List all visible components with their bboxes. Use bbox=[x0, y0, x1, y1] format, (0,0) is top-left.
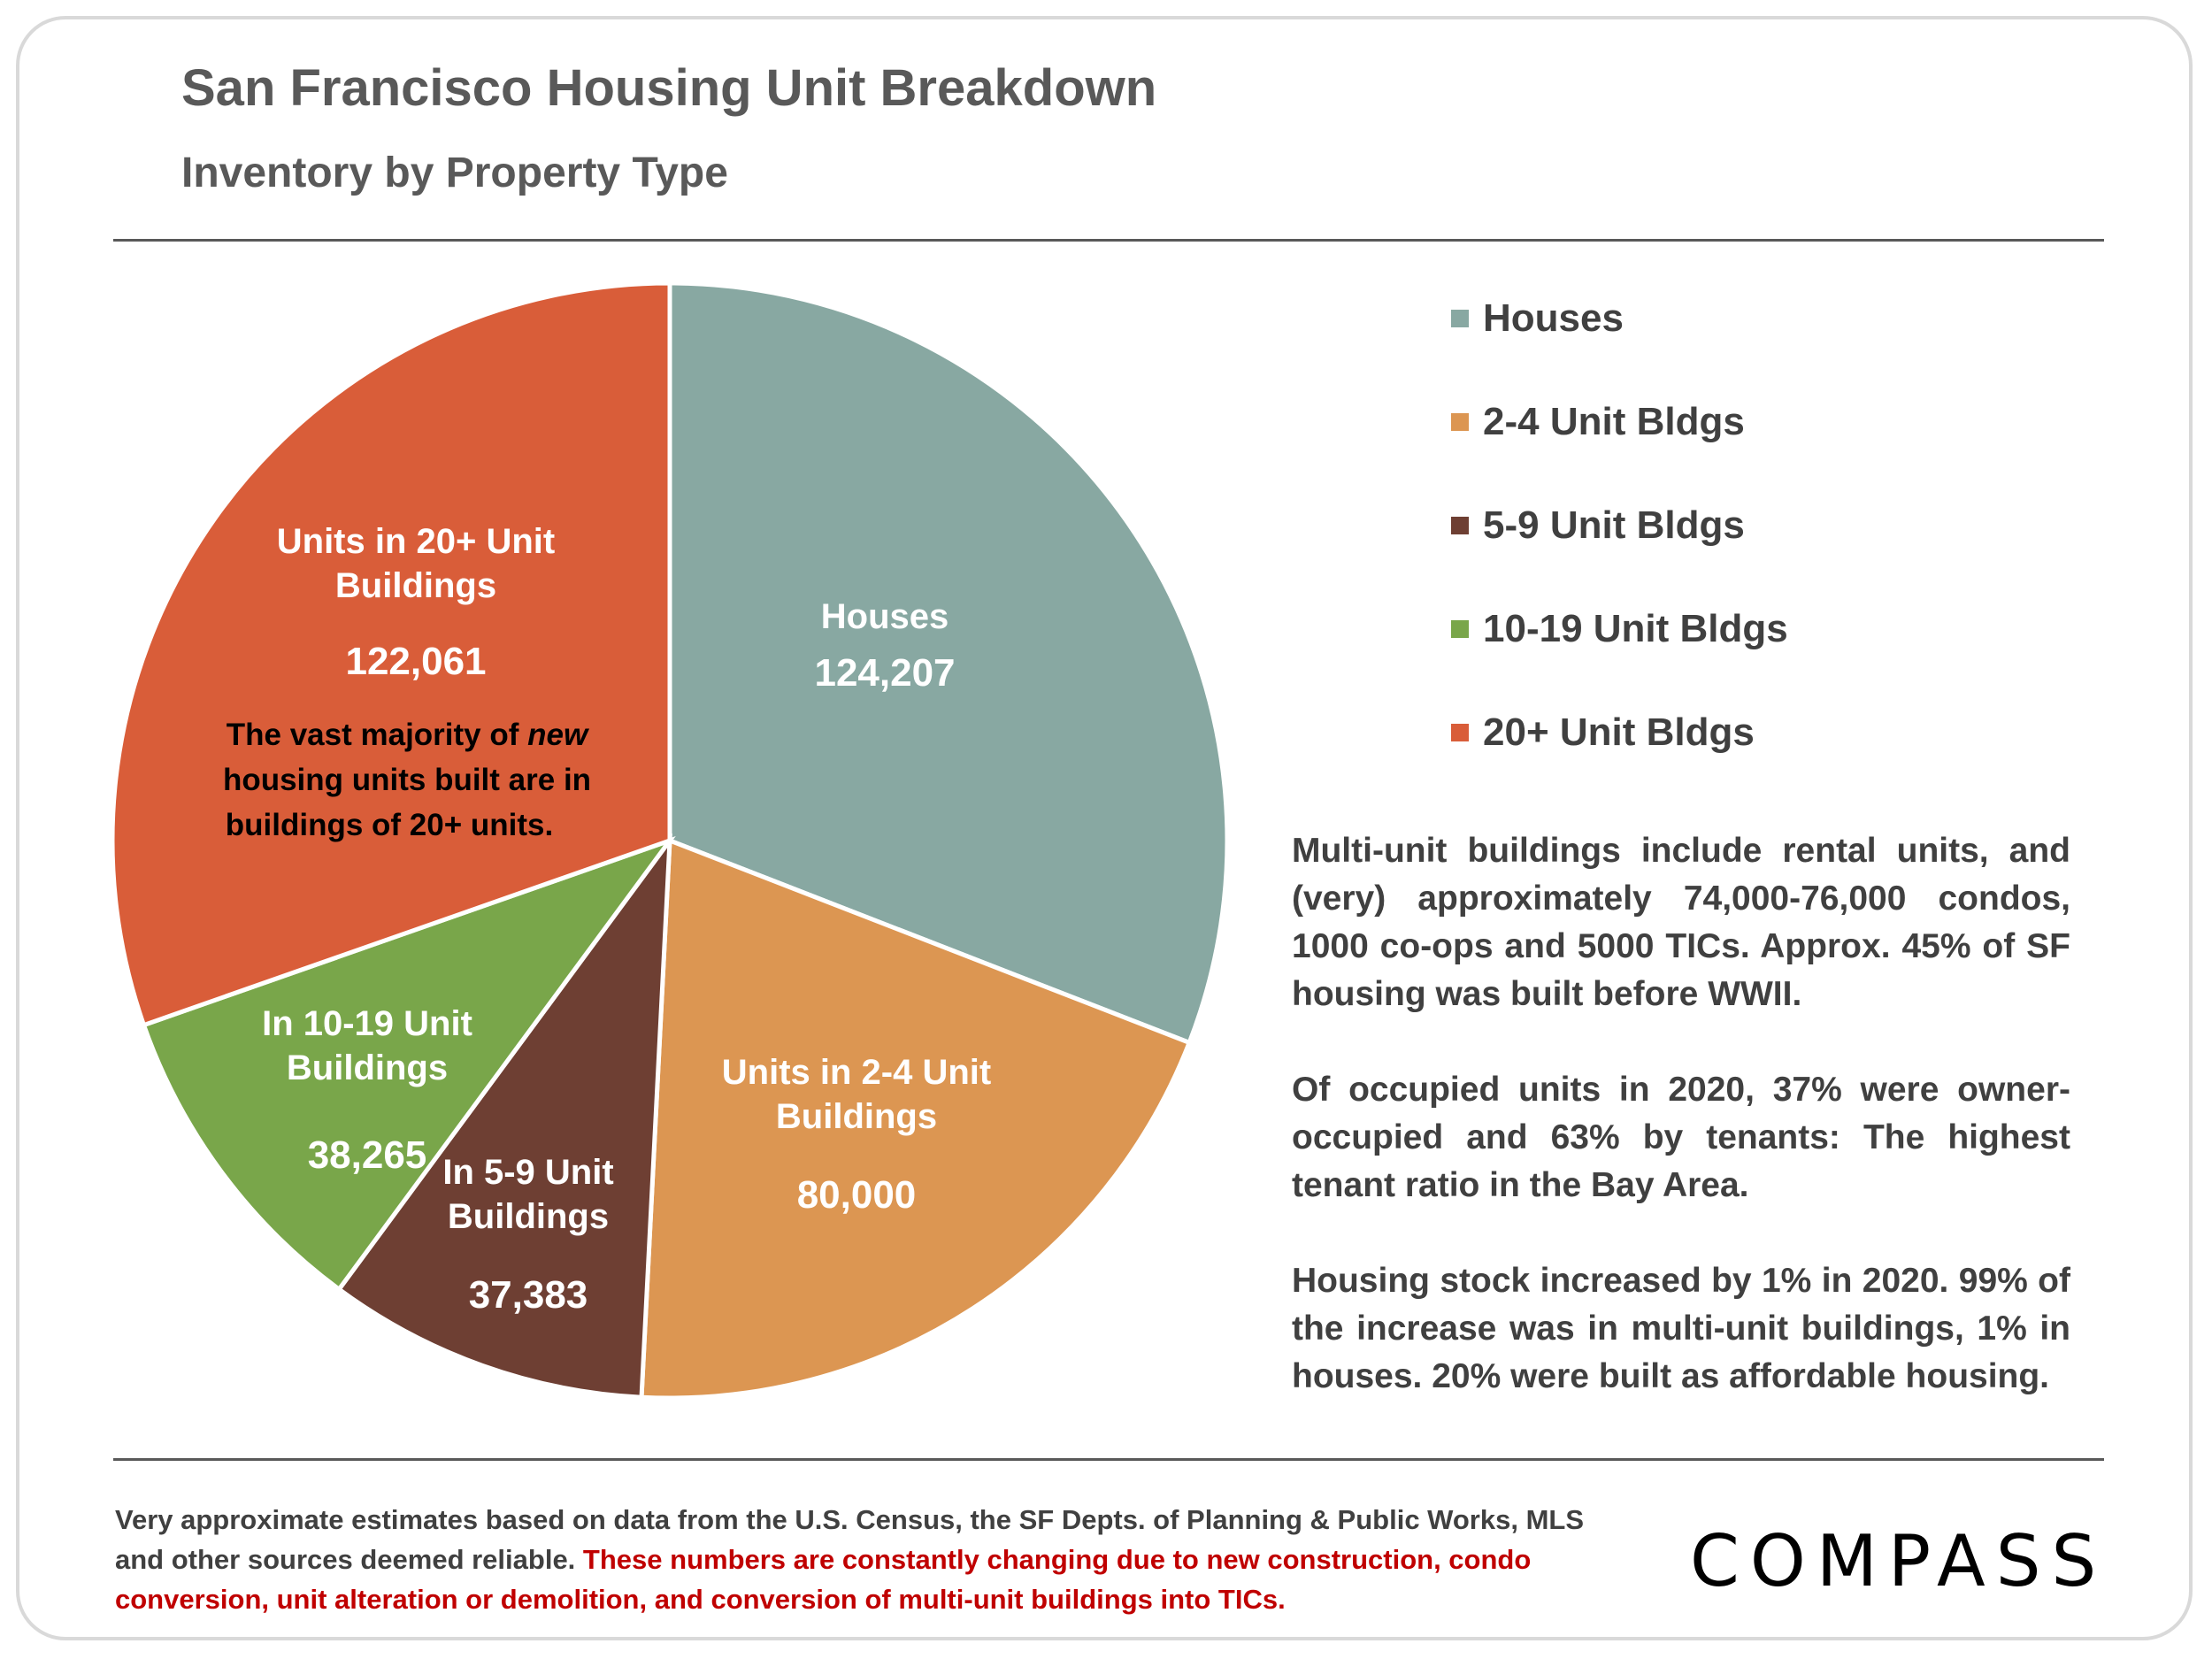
note-paragraph: Housing stock increased by 1% in 2020. 9… bbox=[1292, 1262, 2070, 1395]
legend-item-10-19-unit: 10-19 Unit Bldgs bbox=[1451, 603, 1788, 656]
slice-value-5-9-unit: 37,383 bbox=[469, 1273, 588, 1317]
slice-value-10-19-unit: 38,265 bbox=[308, 1133, 427, 1177]
slice-annotation: housing units built are in bbox=[223, 763, 591, 797]
slice-label-2-4-unit: Units in 2-4 Unit bbox=[722, 1053, 991, 1092]
slice-label-5-9-unit: In 5-9 Unit bbox=[442, 1153, 613, 1192]
slice-label-10-19-unit: Buildings bbox=[287, 1048, 448, 1087]
slice-label-houses: Houses bbox=[821, 597, 949, 636]
source-footnote: Very approximate estimates based on data… bbox=[115, 1500, 1619, 1619]
slice-label-20-plus-unit: Units in 20+ Unit bbox=[277, 522, 556, 561]
legend-label: 2-4 Unit Bldgs bbox=[1483, 400, 1745, 443]
chart-legend: Houses 2-4 Unit Bldgs 5-9 Unit Bldgs 10-… bbox=[1451, 292, 1788, 810]
legend-swatch bbox=[1451, 413, 1469, 431]
slice-value-houses: 124,207 bbox=[814, 651, 955, 695]
slice-10-19-unit bbox=[141, 835, 676, 1293]
legend-swatch bbox=[1451, 517, 1469, 534]
slice-2-4-unit bbox=[639, 837, 1193, 1401]
slice-label-5-9-unit: Buildings bbox=[448, 1197, 609, 1236]
footnote-text: Very approximate estimates based on data… bbox=[115, 1504, 1585, 1575]
note-paragraph: Of occupied units in 2020, 37% were owne… bbox=[1292, 1071, 2070, 1204]
note-paragraph: Multi-unit buildings include rental unit… bbox=[1292, 832, 2070, 1013]
slice-value-2-4-unit: 80,000 bbox=[797, 1173, 917, 1217]
legend-label: 20+ Unit Bldgs bbox=[1483, 710, 1755, 754]
pie-chart: Houses 124,207 Units in 2-4 Unit Buildings 8… bbox=[110, 280, 1230, 1401]
legend-swatch bbox=[1451, 310, 1469, 327]
slice-label-2-4-unit: Buildings bbox=[776, 1097, 937, 1136]
footer-divider bbox=[113, 1458, 2104, 1461]
slice-houses bbox=[667, 280, 1230, 1046]
chart-subtitle: Inventory by Property Type bbox=[181, 150, 728, 196]
header-divider bbox=[113, 239, 2104, 242]
legend-swatch bbox=[1451, 620, 1469, 638]
legend-label: 5-9 Unit Bldgs bbox=[1483, 503, 1745, 547]
legend-item-20-plus-unit: 20+ Unit Bldgs bbox=[1451, 706, 1788, 759]
legend-swatch bbox=[1451, 724, 1469, 741]
slice-value-20-plus-unit: 122,061 bbox=[345, 640, 486, 683]
slice-label-10-19-unit: In 10-19 Unit bbox=[262, 1004, 472, 1043]
legend-item-houses: Houses bbox=[1451, 292, 1788, 345]
legend-item-5-9-unit: 5-9 Unit Bldgs bbox=[1451, 499, 1788, 552]
legend-item-2-4-unit: 2-4 Unit Bldgs bbox=[1451, 396, 1788, 449]
slice-annotation: buildings of 20+ units. bbox=[226, 808, 553, 842]
chart-title: San Francisco Housing Unit Breakdown bbox=[181, 59, 1157, 117]
slice-annotation: The vast majority of new bbox=[227, 718, 590, 752]
footnote-warning: These numbers are constantly changing du… bbox=[115, 1544, 1532, 1615]
notes-panel: Multi-unit buildings include rental unit… bbox=[1292, 827, 2070, 1448]
slice-label-20-plus-unit: Buildings bbox=[335, 566, 496, 605]
compass-logo: COMPASS bbox=[1690, 1520, 2108, 1602]
legend-label: Houses bbox=[1483, 296, 1624, 340]
legend-label: 10-19 Unit Bldgs bbox=[1483, 607, 1788, 650]
slice-5-9-unit bbox=[335, 833, 672, 1400]
slice-20-plus-unit bbox=[110, 280, 672, 1028]
